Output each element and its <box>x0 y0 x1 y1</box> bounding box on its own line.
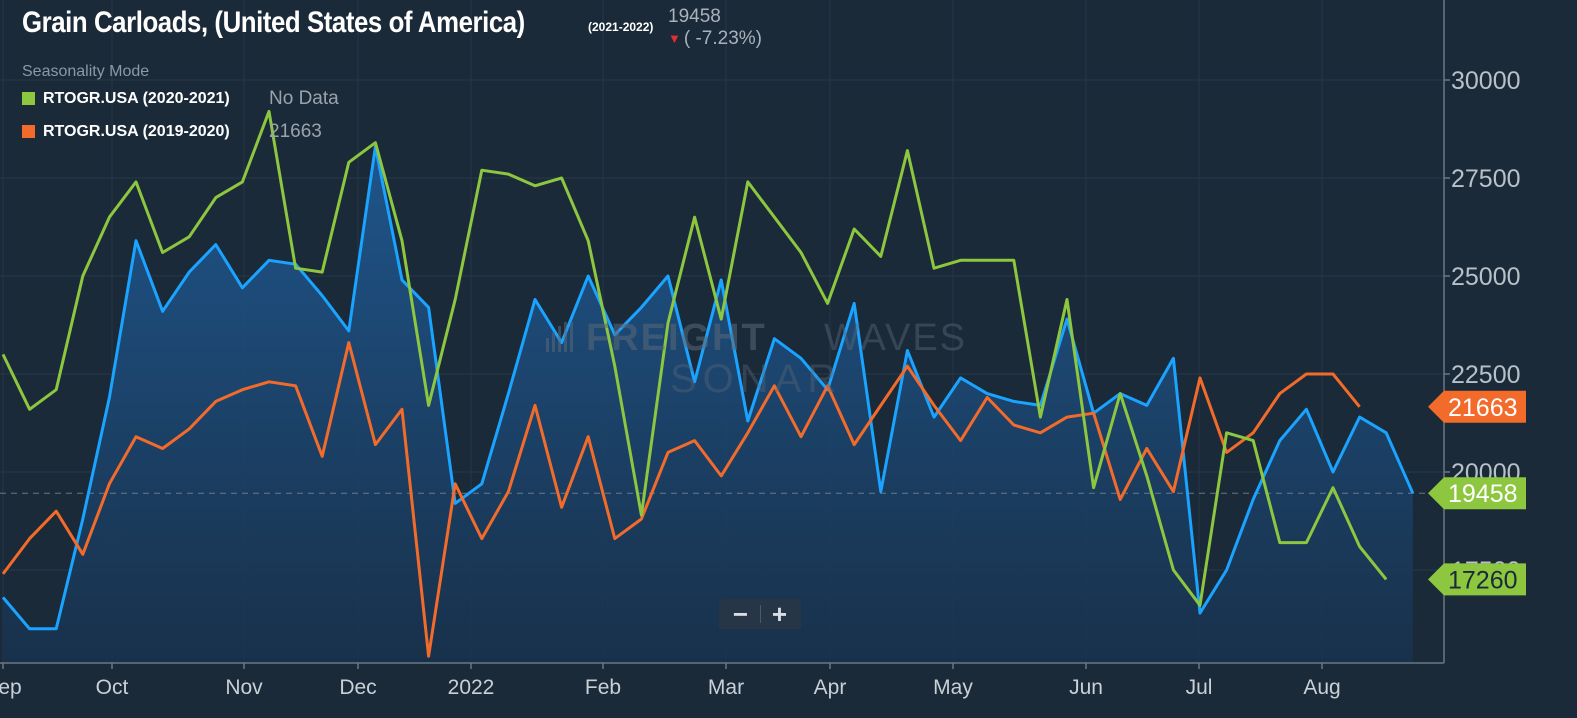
zoom-divider <box>759 605 761 623</box>
legend-name: RTOGR.USA (2019-2020) <box>43 122 230 140</box>
zoom-control: − + <box>719 599 801 629</box>
y-tick-label: 30000 <box>1451 67 1521 95</box>
x-tick-label: Apr <box>814 676 847 699</box>
series-area <box>3 146 1413 664</box>
series-line <box>1 341 1361 658</box>
x-tick-label: Oct <box>96 676 129 699</box>
title-main: Grain Carloads, (United States of Americ… <box>22 6 525 39</box>
price-tag-label: 21663 <box>1448 394 1518 422</box>
x-tick-label: May <box>933 676 973 699</box>
x-tick-label: Mar <box>708 676 744 699</box>
legend-value: 21663 <box>269 120 322 142</box>
series-area-fill <box>3 146 1413 664</box>
y-tick-label: 27500 <box>1451 165 1521 193</box>
x-tick-label: Nov <box>225 676 263 699</box>
current-change: ( -7.23%) <box>683 28 763 49</box>
y-tick-label: 22500 <box>1451 361 1521 389</box>
y-tick-label: 25000 <box>1451 263 1521 291</box>
zoom-in-button[interactable]: + <box>771 599 788 629</box>
legend-swatch <box>22 92 35 105</box>
legend: RTOGR.USA (2020-2021) No Data RTOGR.USA … <box>22 82 339 148</box>
current-value-block: 19458 ▼ ( -7.23%) <box>668 6 762 50</box>
title-years: (2021-2022) <box>588 20 654 34</box>
legend-swatch <box>22 125 35 138</box>
chart-title: Grain Carloads, (United States of Americ… <box>22 6 607 40</box>
price-tag-label: 17260 <box>1448 566 1518 594</box>
zoom-out-button[interactable]: − <box>732 599 749 629</box>
price-tag-label: 19458 <box>1448 480 1518 508</box>
legend-name: RTOGR.USA (2020-2021) <box>43 89 230 107</box>
x-tick-label: Jun <box>1069 676 1103 699</box>
legend-value: No Data <box>269 87 339 109</box>
down-arrow-icon: ▼ <box>668 31 681 46</box>
legend-item-2019-2020[interactable]: RTOGR.USA (2019-2020) 21663 <box>22 115 339 148</box>
series-line <box>1 145 1415 631</box>
price-tag <box>1428 390 1526 423</box>
x-tick-label: Sep <box>0 676 22 699</box>
price-tags: 21663 19458 17260 <box>1428 390 1526 596</box>
series-line <box>1 109 1388 607</box>
x-tick-label: 2022 <box>448 676 495 699</box>
x-tick-label: Feb <box>585 676 621 699</box>
price-tag <box>1428 477 1526 510</box>
current-value: 19458 <box>668 6 721 27</box>
price-tag <box>1428 563 1526 596</box>
x-tick-label: Dec <box>339 676 376 699</box>
x-tick-label: Jul <box>1186 676 1213 699</box>
x-tick-label: Aug <box>1303 676 1340 699</box>
seasonality-mode-label: Seasonality Mode <box>22 63 150 80</box>
series-lines <box>1 109 1415 658</box>
legend-item-2020-2021[interactable]: RTOGR.USA (2020-2021) No Data <box>22 82 339 115</box>
